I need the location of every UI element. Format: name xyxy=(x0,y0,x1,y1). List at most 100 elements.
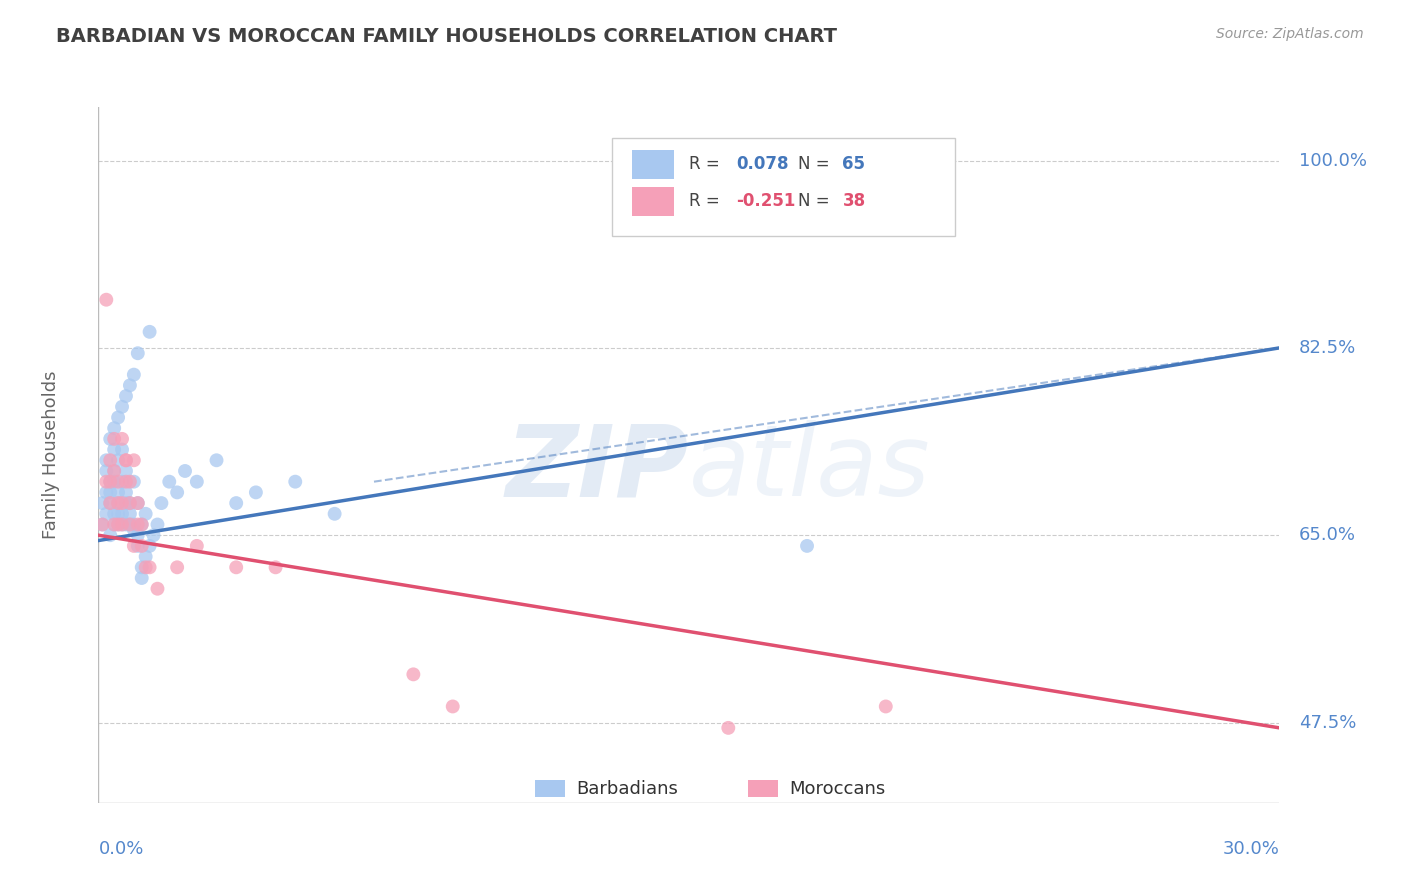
Point xyxy=(225,496,247,510)
Point xyxy=(122,539,145,553)
Text: BARBADIAN VS MOROCCAN FAMILY HOUSEHOLDS CORRELATION CHART: BARBADIAN VS MOROCCAN FAMILY HOUSEHOLDS … xyxy=(56,27,837,45)
Point xyxy=(157,475,180,489)
Point xyxy=(115,464,138,478)
Point xyxy=(115,496,138,510)
Point xyxy=(115,389,138,403)
FancyBboxPatch shape xyxy=(612,138,955,235)
Point xyxy=(98,485,121,500)
Point xyxy=(174,464,197,478)
Text: 47.5%: 47.5% xyxy=(1299,714,1357,731)
Point xyxy=(98,475,121,489)
Point xyxy=(127,528,149,542)
Text: -0.251: -0.251 xyxy=(737,192,796,210)
Point xyxy=(98,475,121,489)
Point xyxy=(122,523,145,537)
Point xyxy=(107,485,129,500)
Text: N =: N = xyxy=(797,155,835,173)
Text: 30.0%: 30.0% xyxy=(1223,840,1279,858)
Point xyxy=(135,507,157,521)
Point xyxy=(91,517,114,532)
Point xyxy=(96,293,118,307)
Point xyxy=(138,325,160,339)
Point xyxy=(402,667,425,681)
Point xyxy=(118,475,141,489)
Point xyxy=(127,539,149,553)
Point xyxy=(111,517,134,532)
Point xyxy=(111,432,134,446)
Point xyxy=(131,539,153,553)
Point xyxy=(166,560,188,574)
Point xyxy=(115,453,138,467)
Text: Barbadians: Barbadians xyxy=(576,780,679,797)
Text: 0.078: 0.078 xyxy=(737,155,789,173)
Text: 100.0%: 100.0% xyxy=(1299,152,1367,169)
Point xyxy=(122,453,145,467)
Point xyxy=(186,475,208,489)
Point xyxy=(127,517,149,532)
Point xyxy=(96,507,118,521)
Text: 38: 38 xyxy=(842,192,866,210)
Point xyxy=(111,496,134,510)
Point xyxy=(107,453,129,467)
Point xyxy=(115,485,138,500)
Point xyxy=(118,507,141,521)
Point xyxy=(107,475,129,489)
Text: N =: N = xyxy=(797,192,835,210)
Point xyxy=(111,475,134,489)
Point xyxy=(107,507,129,521)
Text: Moroccans: Moroccans xyxy=(789,780,886,797)
Point xyxy=(103,432,125,446)
Point xyxy=(284,475,307,489)
Point xyxy=(107,496,129,510)
Point xyxy=(122,517,145,532)
Point xyxy=(127,346,149,360)
Point xyxy=(118,496,141,510)
Text: R =: R = xyxy=(689,155,725,173)
Point xyxy=(118,517,141,532)
Point xyxy=(131,517,153,532)
Point xyxy=(135,560,157,574)
Point xyxy=(150,496,173,510)
Point xyxy=(107,496,129,510)
Point xyxy=(146,517,169,532)
Point xyxy=(131,560,153,574)
Point xyxy=(441,699,464,714)
Text: atlas: atlas xyxy=(689,420,931,517)
Point xyxy=(118,517,141,532)
Point xyxy=(131,571,153,585)
Point xyxy=(103,517,125,532)
Point xyxy=(264,560,287,574)
FancyBboxPatch shape xyxy=(633,187,673,216)
Point xyxy=(166,485,188,500)
Point xyxy=(127,496,149,510)
Point xyxy=(96,475,118,489)
Point xyxy=(225,560,247,574)
Point xyxy=(91,496,114,510)
Point xyxy=(131,517,153,532)
Point xyxy=(111,517,134,532)
FancyBboxPatch shape xyxy=(748,780,778,797)
FancyBboxPatch shape xyxy=(536,780,565,797)
Point xyxy=(103,507,125,521)
Point xyxy=(103,464,125,478)
Point xyxy=(115,475,138,489)
Point xyxy=(103,421,125,435)
Point xyxy=(96,453,118,467)
Text: R =: R = xyxy=(689,192,725,210)
Point xyxy=(118,378,141,392)
Point xyxy=(122,475,145,489)
Point xyxy=(111,442,134,457)
Point xyxy=(98,496,121,510)
Point xyxy=(135,549,157,564)
Point xyxy=(98,528,121,542)
Point xyxy=(142,528,165,542)
Point xyxy=(122,368,145,382)
Text: Family Households: Family Households xyxy=(42,371,60,539)
Text: 65.0%: 65.0% xyxy=(1299,526,1357,544)
Text: ZIP: ZIP xyxy=(506,420,689,517)
Point xyxy=(111,507,134,521)
Point xyxy=(103,464,125,478)
Point xyxy=(245,485,267,500)
Point xyxy=(107,517,129,532)
Point xyxy=(98,432,121,446)
